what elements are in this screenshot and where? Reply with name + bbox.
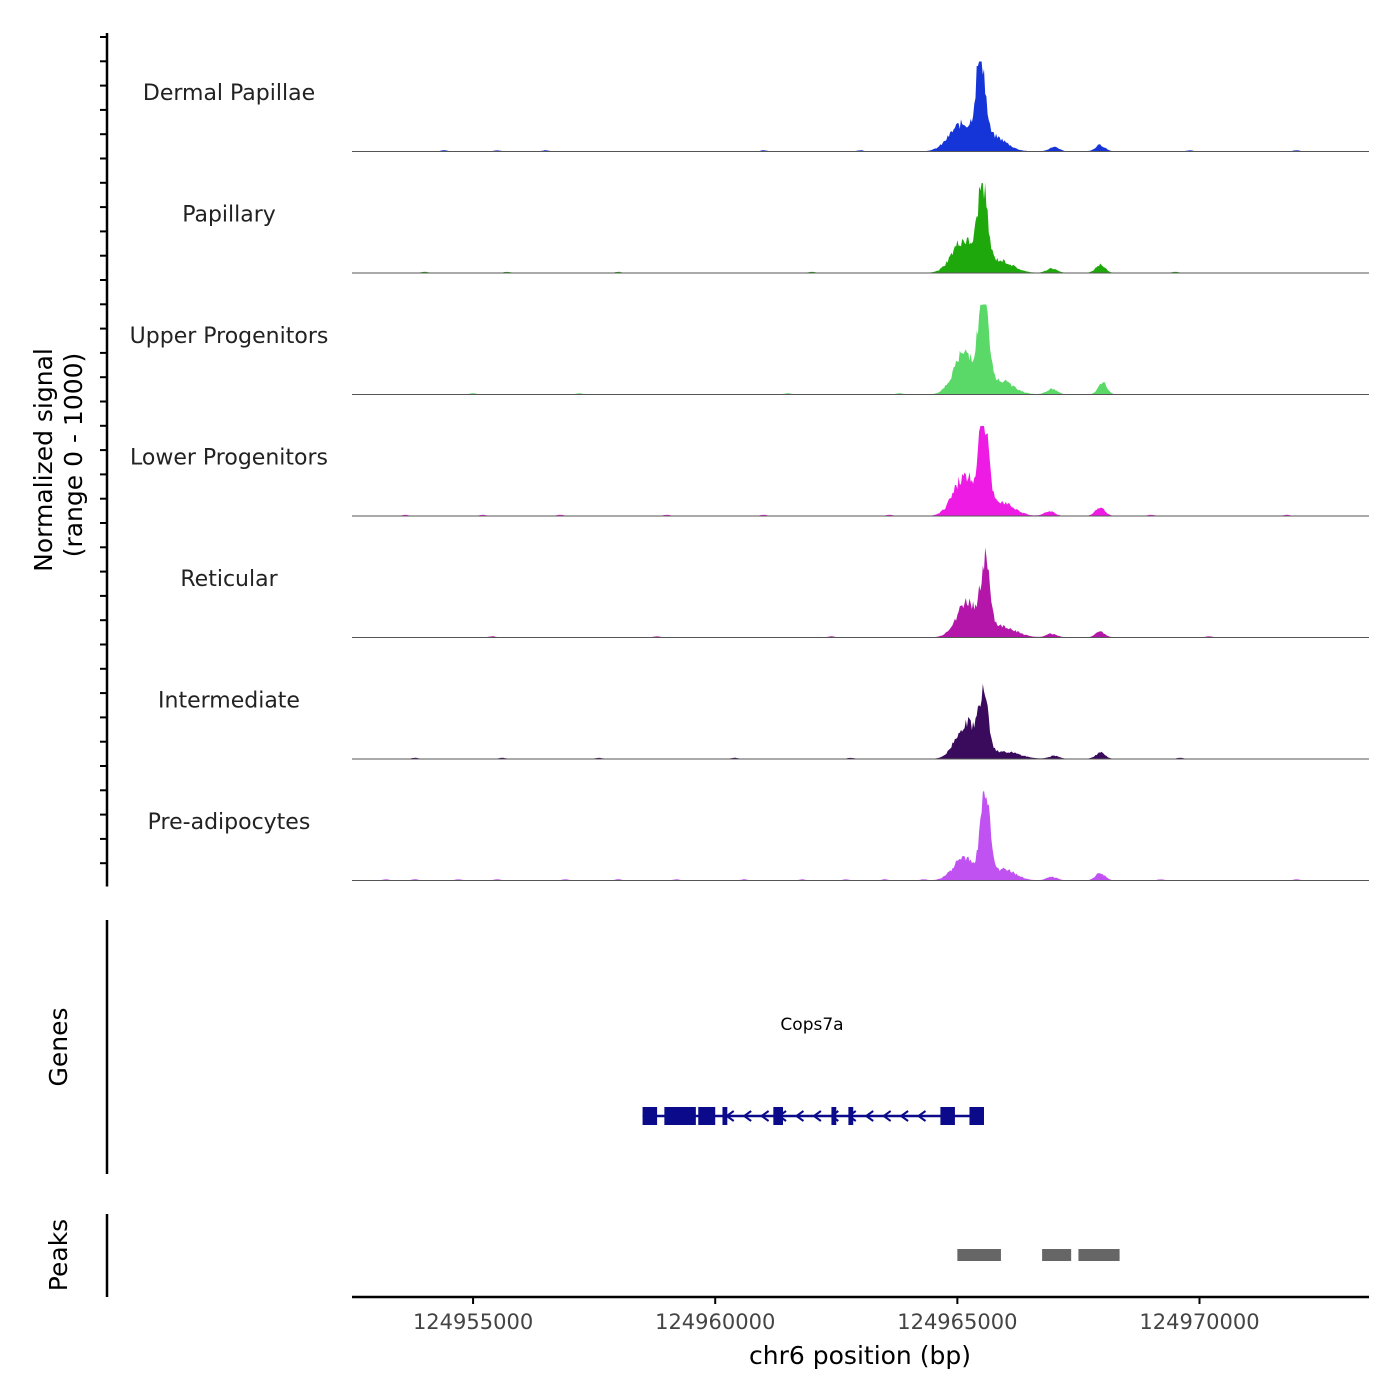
signal-track-dermal-papillae: Dermal Papillae [143, 61, 1369, 152]
signal-track-upper-progenitors: Upper Progenitors [130, 304, 1369, 395]
peak-regions [957, 1249, 1120, 1261]
signal-area [352, 183, 1369, 273]
signal-y-axis [100, 33, 109, 887]
x-axis-title: chr6 position (bp) [749, 1341, 971, 1370]
x-tick-label: 124970000 [1139, 1310, 1259, 1334]
y-axis-title-line2: (range 0 - 1000) [59, 353, 88, 558]
gene-exon [848, 1107, 854, 1125]
track-label: Reticular [180, 567, 278, 592]
peaks-panel: Peaks [44, 1214, 1120, 1297]
x-axis: chr6 position (bp) 124955000 124960000 124… [352, 1295, 1369, 1370]
signal-area [352, 61, 1369, 152]
track-label: Pre-adipocytes [148, 810, 311, 835]
track-label: Intermediate [158, 689, 300, 714]
signal-area [352, 790, 1369, 881]
peak-region [1042, 1249, 1072, 1261]
strand-arrow [794, 1110, 805, 1122]
signal-area [352, 547, 1369, 638]
strand-arrow [742, 1110, 752, 1122]
gene-exon [664, 1107, 696, 1125]
strand-arrow [812, 1110, 822, 1122]
genes-axis-title: Genes [44, 1007, 73, 1086]
x-tick-label: 124955000 [413, 1310, 533, 1334]
gene-exon [969, 1107, 984, 1125]
strand-arrow [916, 1110, 927, 1122]
x-tick-label: 124965000 [897, 1310, 1017, 1334]
track-label: Upper Progenitors [130, 324, 329, 349]
peak-region [1078, 1249, 1120, 1261]
signal-track-pre-adipocytes: Pre-adipocytes [148, 790, 1369, 881]
x-tick-label: 124960000 [655, 1310, 775, 1334]
strand-arrow [759, 1110, 770, 1122]
track-label: Papillary [182, 203, 276, 228]
gene-exon [773, 1107, 784, 1125]
gene-exon [831, 1107, 837, 1125]
gene-exon [940, 1107, 955, 1125]
genes-panel: Genes Cops7a [44, 920, 984, 1174]
gene-exon [698, 1107, 716, 1125]
signal-track-intermediate: Intermediate [158, 683, 1369, 760]
signal-track-papillary: Papillary [182, 183, 1369, 274]
gene-exon [722, 1107, 728, 1125]
signal-area [352, 426, 1369, 516]
gene-exon [642, 1107, 658, 1125]
strand-arrow [864, 1110, 874, 1122]
gene-model [642, 1107, 984, 1125]
strand-arrow [899, 1110, 909, 1122]
strand-arrow [881, 1110, 892, 1122]
peaks-axis-title: Peaks [44, 1219, 73, 1291]
signal-track-reticular: Reticular [180, 547, 1369, 638]
track-label: Dermal Papillae [143, 81, 315, 106]
signal-area [352, 304, 1369, 395]
signal-panel: Dermal Papillae Papillary Upper Progenitor… [130, 61, 1369, 881]
signal-track-lower-progenitors: Lower Progenitors [130, 426, 1369, 517]
gene-name-label: Cops7a [780, 1015, 843, 1035]
signal-area [352, 683, 1369, 759]
track-label: Lower Progenitors [130, 446, 328, 471]
peak-region [957, 1249, 1001, 1261]
y-axis-title-line1: Normalized signal [29, 348, 58, 572]
